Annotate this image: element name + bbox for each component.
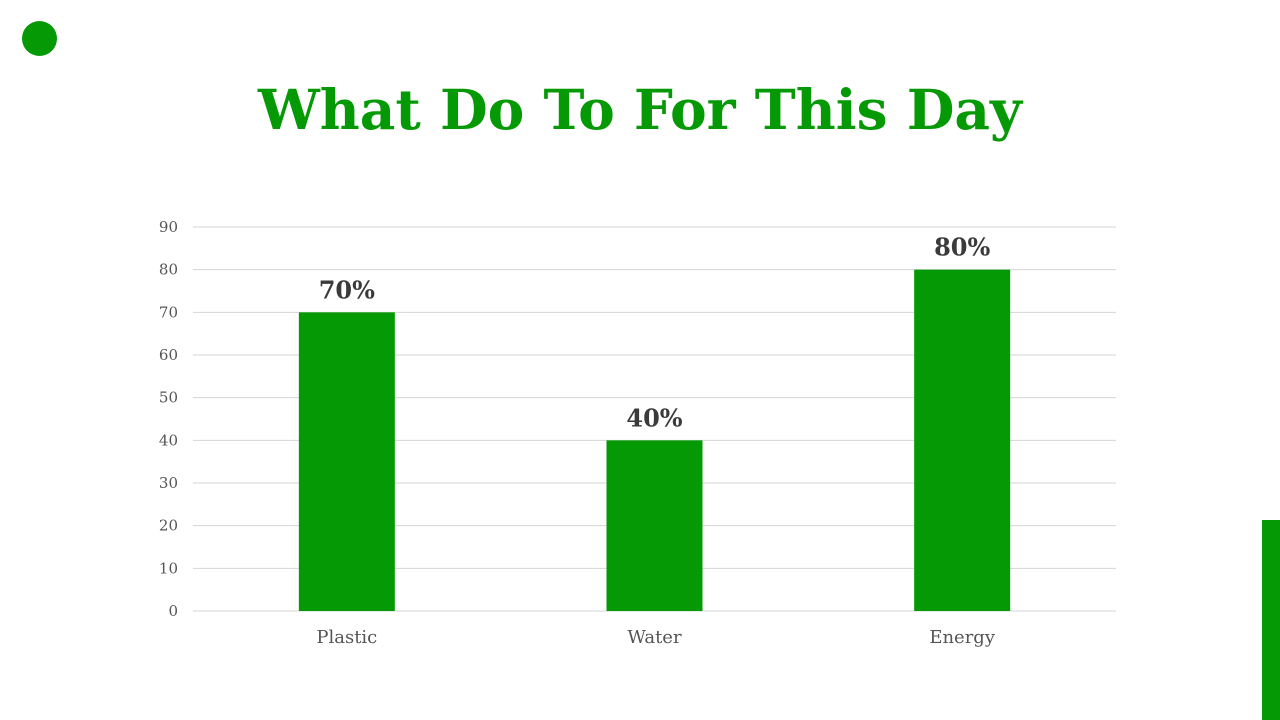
y-tick-label: 80 (159, 261, 178, 279)
page-title: What Do To For This Day (258, 77, 1022, 142)
decorative-circle (22, 21, 57, 56)
y-tick-label: 20 (159, 517, 178, 535)
bar-plastic (298, 312, 395, 611)
y-tick-label: 0 (168, 602, 178, 620)
y-tick-label: 90 (159, 218, 178, 236)
data-label: 70% (319, 275, 375, 304)
data-label: 80% (934, 233, 990, 262)
x-category-label: Water (627, 627, 682, 648)
bar-water (606, 440, 703, 611)
x-category-label: Plastic (316, 627, 377, 648)
y-tick-label: 30 (159, 474, 178, 492)
bar-energy (914, 269, 1011, 611)
y-tick-label: 10 (159, 559, 178, 577)
y-tick-label: 70 (159, 303, 178, 321)
x-category-label: Energy (929, 627, 996, 648)
y-tick-label: 40 (159, 431, 178, 449)
y-tick-label: 50 (159, 389, 178, 407)
y-tick-label: 60 (159, 346, 178, 364)
decorative-side-bar (1262, 520, 1280, 720)
data-label: 40% (626, 403, 682, 432)
